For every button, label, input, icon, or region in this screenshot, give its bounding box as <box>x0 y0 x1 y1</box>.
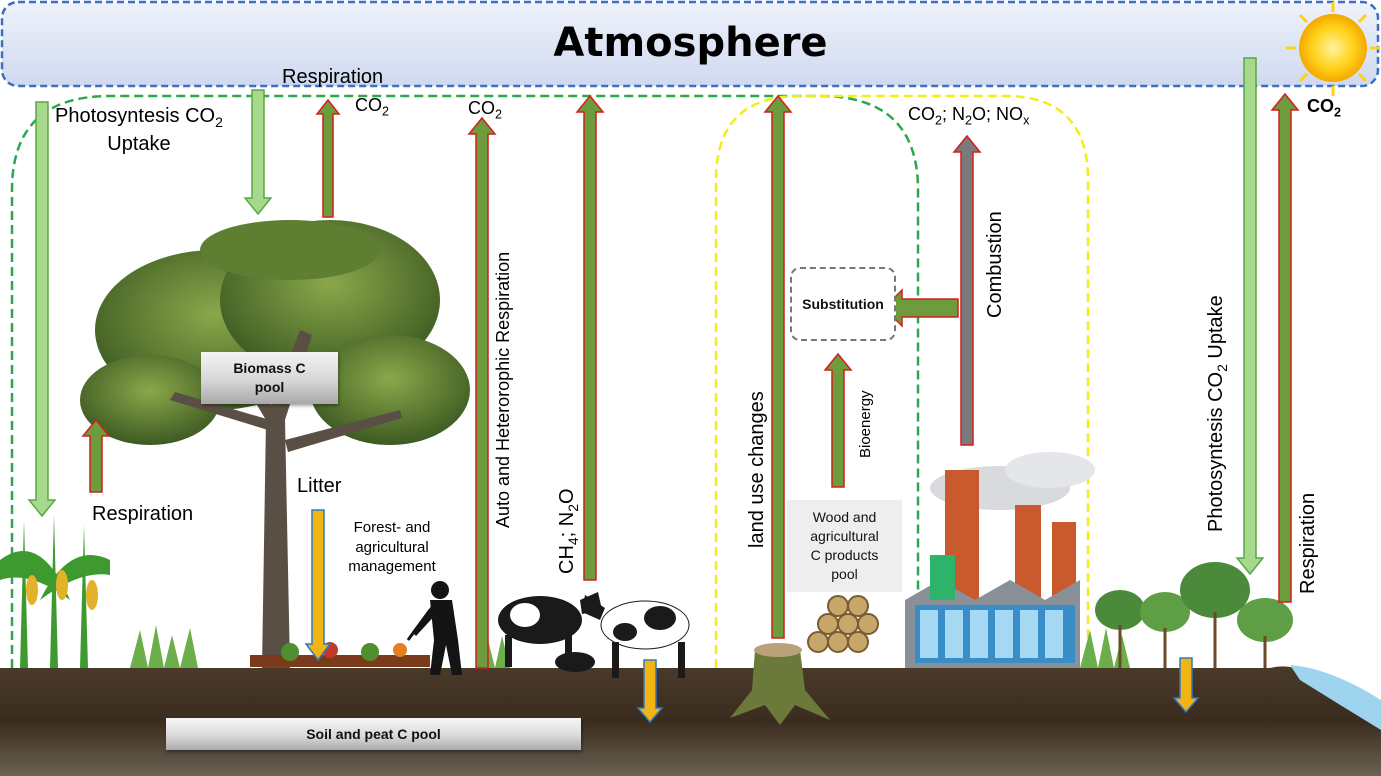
photosynthesis-right-arrow <box>1235 57 1265 576</box>
substitution-box: Substitution <box>790 267 896 341</box>
respiration-top-arrow <box>315 98 341 218</box>
photosynthesis-left-label: Photosyntesis CO2 Uptake <box>55 105 223 156</box>
land-use-boundary <box>714 94 1090 668</box>
litter-label: Litter <box>297 475 342 497</box>
atmosphere-band <box>0 0 1380 88</box>
combustion-label: Combustion <box>984 211 1006 318</box>
tree-stump <box>730 643 830 725</box>
forest-management-label: Forest- and agricultural management <box>348 519 436 575</box>
farmer-silhouette <box>406 581 462 675</box>
respiration-left-label: Respiration <box>92 503 194 525</box>
sun-icon <box>1286 2 1380 96</box>
respiration-right-arrow <box>1270 92 1300 603</box>
photosynthesis-right-label: Photosyntesis CO2 Uptake <box>1205 295 1230 532</box>
wood-products-pool-box: Wood and agricultural C products pool <box>787 500 902 592</box>
water <box>1290 665 1381 730</box>
respiration-top-label: Respiration <box>282 66 384 88</box>
flux-arrows <box>27 57 1300 724</box>
mangrove-soil-arrow <box>1172 657 1200 714</box>
bioenergy-arrow <box>823 352 853 488</box>
combustion-arrow <box>952 134 982 446</box>
auto-hetero-respiration-arrow <box>467 116 497 669</box>
tree-illustration <box>80 220 470 668</box>
emissions-label: CO2; N2O; NOx <box>908 104 1030 128</box>
co2-label-right: CO2 <box>1307 96 1342 120</box>
cattle-soil-arrow <box>636 659 664 724</box>
garden <box>250 642 430 667</box>
factory-illustration <box>905 452 1095 668</box>
auto-hetero-respiration-label: Auto and Heterorophic Respiration <box>493 251 513 528</box>
photosynthesis-left-arrow <box>27 101 57 518</box>
soil-pool-box: Soil and peat C pool <box>166 718 581 750</box>
corn-crops <box>0 515 110 668</box>
land-use-changes-label: land use changes <box>746 391 768 548</box>
respiration-left-arrow <box>81 418 111 493</box>
co2-label-b: CO2 <box>468 98 503 122</box>
respiration-top-left-arrow <box>243 89 273 216</box>
bioenergy-label: Bioenergy <box>857 390 874 458</box>
land-use-changes-arrow <box>763 94 793 639</box>
log-pile <box>807 595 879 653</box>
co2-label-a: CO2 <box>355 95 390 119</box>
ch4-n2o-arrow <box>575 94 605 581</box>
respiration-right-label: Respiration <box>1297 492 1319 594</box>
cows <box>498 592 690 678</box>
biomass-pool-box: Biomass C pool <box>201 352 338 404</box>
ch4-n2o-label: CH4; N2O <box>556 488 581 574</box>
litter-soil-arrow <box>304 509 332 662</box>
forest-boundary <box>10 94 920 668</box>
atmosphere-title: Atmosphere <box>553 20 828 66</box>
mangrove-trees <box>1095 562 1293 668</box>
